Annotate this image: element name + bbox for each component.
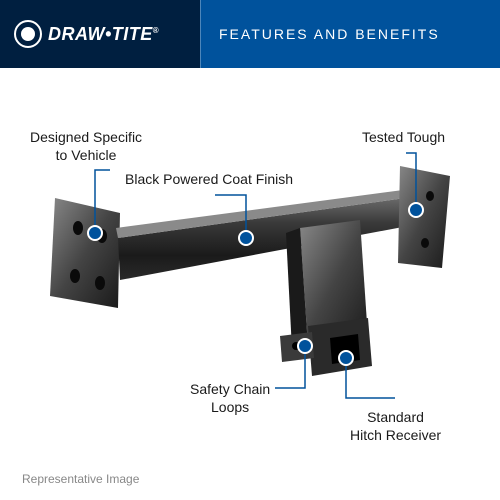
callout-tested: Tested Tough [362, 128, 445, 146]
marker-receiver [339, 351, 353, 365]
cross-tube [116, 190, 408, 280]
right-bracket [398, 166, 450, 268]
page-title: FEATURES AND BENEFITS [219, 26, 440, 42]
left-bracket [50, 198, 120, 308]
callout-black-finish: Black Powered Coat Finish [125, 170, 293, 188]
header-bar: DRAW•TITE® FEATURES AND BENEFITS [0, 0, 500, 68]
title-area: FEATURES AND BENEFITS [200, 0, 500, 68]
marker-designed [88, 226, 102, 240]
marker-tested [409, 203, 423, 217]
hitch-ball-icon [14, 20, 42, 48]
diagram-area: Designed Specificto Vehicle Black Powered… [0, 68, 500, 500]
callout-receiver: StandardHitch Receiver [350, 408, 441, 444]
brand-area: DRAW•TITE® [0, 0, 200, 68]
brand-text: DRAW•TITE® [48, 24, 159, 45]
marker-black-finish [239, 231, 253, 245]
marker-safety [298, 339, 312, 353]
callout-safety: Safety ChainLoops [190, 380, 270, 416]
callout-designed: Designed Specificto Vehicle [30, 128, 142, 164]
receiver-mount [280, 220, 372, 376]
representative-note: Representative Image [22, 472, 139, 486]
